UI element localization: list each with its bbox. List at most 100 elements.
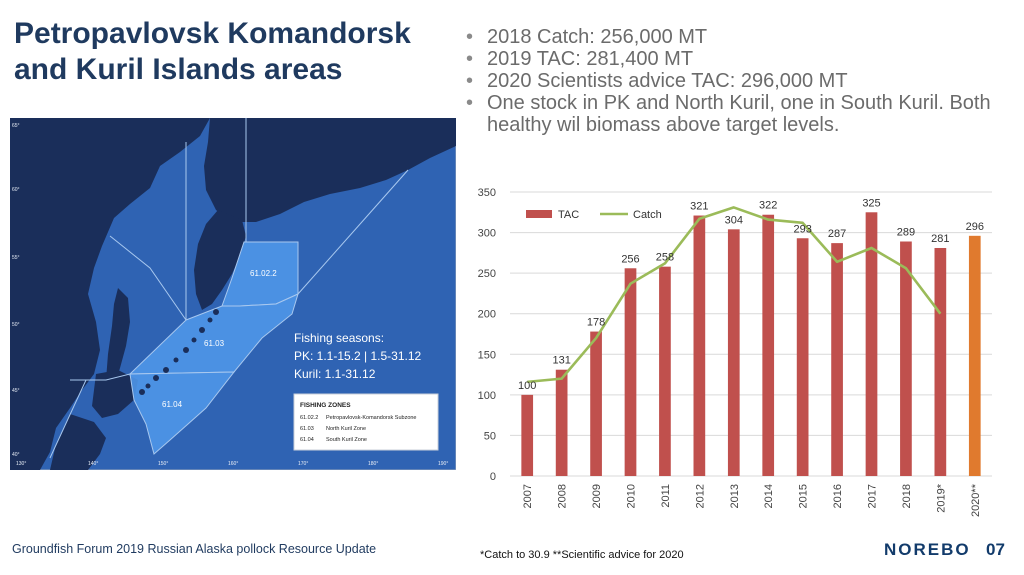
footer-text: Groundfish Forum 2019 Russian Alaska pol… bbox=[12, 542, 377, 556]
map-land-kamchatka bbox=[194, 210, 246, 310]
bar-data-label: 281 bbox=[931, 233, 949, 245]
tac-bar bbox=[831, 243, 843, 476]
tac-bar bbox=[624, 268, 637, 476]
tac-bar bbox=[900, 241, 912, 476]
x-tick-label: 2018 bbox=[901, 484, 913, 508]
lon-label: 180° bbox=[368, 461, 378, 467]
chart-footnote: *Catch to 30.9 **Scientific advice for 2… bbox=[480, 549, 684, 561]
x-tick-label: 2008 bbox=[557, 484, 569, 508]
bar-data-label: 325 bbox=[862, 197, 880, 209]
tac-bar bbox=[762, 214, 775, 476]
bar-data-label: 256 bbox=[621, 253, 639, 265]
map-zone-label-61-04: 61.04 bbox=[162, 400, 183, 409]
lon-label: 130° bbox=[16, 461, 26, 467]
map-boundary-line bbox=[49, 379, 87, 459]
y-tick-label: 100 bbox=[478, 390, 496, 402]
x-tick-label: 2013 bbox=[729, 484, 741, 508]
lon-label: 190° bbox=[438, 461, 448, 467]
map-seasons-pk: PK: 1.1-15.2 | 1.5-31.12 bbox=[294, 349, 422, 363]
lon-label: 140° bbox=[88, 461, 98, 467]
bar-data-label: 100 bbox=[518, 380, 536, 392]
bar-data-label: 131 bbox=[552, 355, 570, 367]
catch-line bbox=[527, 206, 942, 384]
x-tick-label: 2020** bbox=[970, 483, 982, 517]
legend-tac-swatch bbox=[526, 210, 552, 218]
zones-legend-name: South Kuril Zone bbox=[326, 437, 367, 443]
legend-catch-label: Catch bbox=[633, 209, 662, 221]
tac-bar bbox=[590, 331, 602, 476]
bar-data-label: 258 bbox=[656, 252, 674, 264]
x-tick-label: 2014 bbox=[763, 484, 775, 508]
zones-legend-name: North Kuril Zone bbox=[326, 426, 366, 432]
map-zones-legend: FISHING ZONES 61.02.2 Petropavlovsk-Koma… bbox=[293, 393, 439, 451]
bar-data-label: 178 bbox=[587, 317, 605, 329]
lat-label: 50° bbox=[12, 322, 20, 328]
lon-label: 160° bbox=[228, 461, 238, 467]
bullet-stock-status: One stock in PK and North Kuril, one in … bbox=[466, 92, 1016, 136]
zones-legend-name: Petropavlovsk-Komandorsk Subzone bbox=[326, 415, 417, 421]
tac-bar bbox=[865, 212, 878, 477]
lat-label: 65° bbox=[12, 123, 20, 129]
page-number: 07 bbox=[986, 540, 1005, 559]
zones-legend-code: 61.04 bbox=[300, 437, 314, 443]
bullet-tac-advice-2020: 2020 Scientists advice TAC: 296,000 MT bbox=[466, 70, 1016, 92]
norebo-logo: NOREBO bbox=[884, 540, 971, 559]
x-tick-label: 2019* bbox=[935, 483, 947, 512]
y-tick-label: 50 bbox=[484, 430, 496, 442]
map-boundary-line bbox=[70, 373, 131, 381]
x-tick-label: 2007 bbox=[522, 484, 534, 508]
map-boundary-line bbox=[297, 169, 409, 295]
tac-bar bbox=[968, 235, 981, 476]
map-zone-61-04 bbox=[129, 371, 236, 455]
bar-data-label: 289 bbox=[897, 226, 915, 238]
legend-tac-label: TAC bbox=[558, 209, 579, 221]
tac-bar bbox=[521, 394, 534, 476]
x-tick-label: 2016 bbox=[832, 484, 844, 508]
map-seasons-kuril: Kuril: 1.1-31.12 bbox=[294, 367, 376, 381]
x-tick-label: 2009 bbox=[591, 484, 603, 508]
lat-label: 45° bbox=[12, 388, 20, 394]
lon-label: 170° bbox=[298, 461, 308, 467]
lat-label: 40° bbox=[12, 452, 20, 458]
x-tick-label: 2011 bbox=[660, 484, 672, 508]
y-tick-label: 250 bbox=[478, 268, 496, 280]
tac-bar bbox=[934, 247, 947, 476]
lat-label: 60° bbox=[12, 187, 20, 193]
lon-label: 150° bbox=[158, 461, 168, 467]
y-tick-label: 300 bbox=[478, 228, 496, 240]
zones-legend-title: FISHING ZONES bbox=[300, 402, 351, 409]
y-tick-label: 150 bbox=[478, 349, 496, 361]
map-land-hokkaido bbox=[92, 370, 138, 418]
map-lat-labels: 65° 60° 55° 50° 45° 40° bbox=[12, 123, 20, 458]
map-land-west bbox=[10, 118, 210, 470]
bar-data-label: 322 bbox=[759, 200, 777, 212]
zones-legend-code: 61.02.2 bbox=[300, 415, 318, 421]
bullet-catch-2018: 2018 Catch: 256,000 MT bbox=[466, 26, 1016, 48]
y-tick-label: 350 bbox=[478, 187, 496, 199]
x-tick-label: 2012 bbox=[694, 484, 706, 508]
lat-label: 55° bbox=[12, 255, 20, 261]
bar-data-label: 293 bbox=[793, 223, 811, 235]
bar-data-label: 287 bbox=[828, 228, 846, 240]
tac-bar bbox=[693, 215, 706, 476]
map-seasons-title: Fishing seasons: bbox=[294, 331, 384, 345]
bar-data-label: 304 bbox=[725, 214, 743, 226]
x-tick-label: 2015 bbox=[798, 484, 810, 508]
map-lon-labels: 130° 140° 150° 160° 170° 180° 190° bbox=[16, 461, 448, 467]
fishing-zones-map: 61.02.2 61.03 61.04 Fishing seasons: PK:… bbox=[10, 118, 456, 470]
map-zone-label-61-02-2: 61.02.2 bbox=[250, 269, 277, 278]
bar-data-label: 321 bbox=[690, 201, 708, 213]
y-tick-label: 200 bbox=[478, 309, 496, 321]
x-tick-label: 2010 bbox=[626, 484, 638, 508]
map-land-sakhalin bbox=[106, 288, 130, 388]
slide-title: Petropavlovsk Komandorsk and Kuril Islan… bbox=[14, 17, 411, 86]
key-facts-list: 2018 Catch: 256,000 MT 2019 TAC: 281,400… bbox=[466, 26, 1016, 136]
map-boundary-line bbox=[109, 235, 187, 321]
bar-data-label: 296 bbox=[966, 221, 984, 233]
zones-legend-code: 61.03 bbox=[300, 426, 314, 432]
x-tick-label: 2017 bbox=[867, 484, 879, 508]
tac-bar bbox=[796, 238, 809, 476]
tac-bar bbox=[727, 229, 740, 476]
map-zone-label-61-03: 61.03 bbox=[204, 339, 225, 348]
tac-catch-chart: 0 50 100 150 200 250 300 350 100 131 178 256 258 321 3… bbox=[478, 187, 992, 517]
